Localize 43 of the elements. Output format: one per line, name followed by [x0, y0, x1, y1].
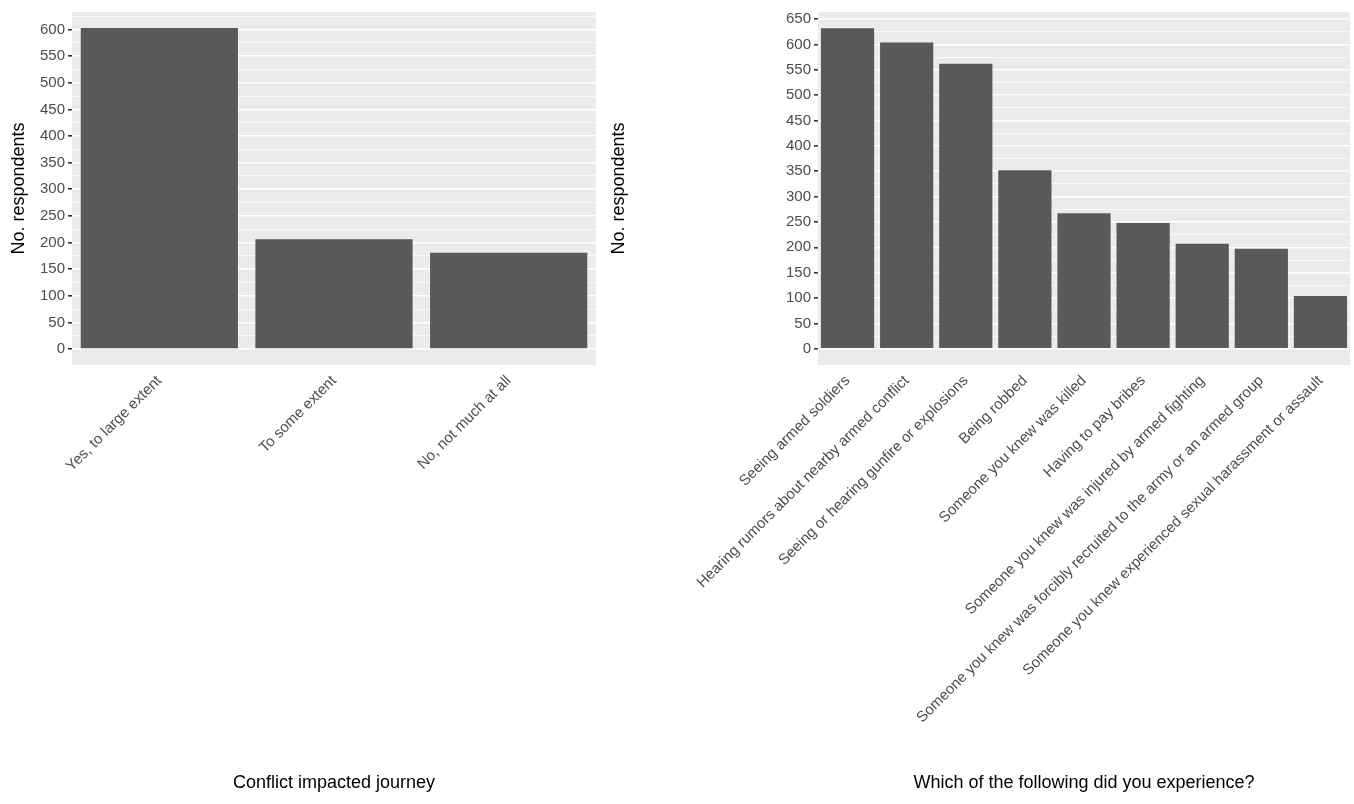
x-axis-title: Which of the following did you experience? [913, 772, 1255, 793]
bar [1175, 243, 1229, 348]
bar [1057, 213, 1111, 348]
bar [1293, 296, 1348, 348]
y-tick-label: 100 [39, 285, 65, 303]
bar [820, 28, 875, 348]
y-tick-label: 150 [785, 262, 811, 280]
bar [80, 27, 238, 349]
bar [880, 42, 934, 348]
bar [939, 63, 993, 348]
y-tick-label: 200 [39, 232, 65, 250]
y-tick-label: 600 [785, 34, 811, 52]
y-tick-label: 50 [794, 313, 811, 331]
y-tick-label: 600 [39, 19, 65, 37]
y-tick-label: 550 [785, 59, 811, 77]
y-tick-label: 300 [39, 179, 65, 197]
bar [998, 170, 1052, 348]
y-tick-label: 300 [785, 186, 811, 204]
y-tick-label: 350 [785, 161, 811, 179]
y-tick-label: 650 [785, 9, 811, 27]
y-tick-label: 400 [39, 126, 65, 144]
bar [1234, 248, 1288, 348]
y-tick-label: 250 [39, 206, 65, 224]
y-tick-label: 550 [39, 46, 65, 64]
y-tick-label: 0 [56, 339, 65, 357]
y-tick-label: 0 [802, 338, 811, 356]
y-tick-label: 200 [785, 237, 811, 255]
bar [1116, 222, 1170, 348]
y-tick-label: 450 [785, 110, 811, 128]
y-tick-label: 500 [785, 85, 811, 103]
y-tick-label: 400 [785, 136, 811, 154]
bar [430, 252, 588, 349]
y-axis-title: No. respondents [7, 122, 28, 255]
y-tick-label: 250 [785, 212, 811, 230]
x-axis-title: Conflict impacted journey [232, 772, 436, 793]
y-tick-label: 500 [39, 72, 65, 90]
y-tick-label: 450 [39, 99, 65, 117]
y-tick-label: 150 [39, 259, 65, 277]
y-axis-title: No. respondents [607, 122, 628, 255]
y-tick-label: 100 [785, 288, 811, 306]
y-tick-label: 350 [39, 152, 65, 170]
y-tick-label: 50 [48, 312, 65, 330]
bar [255, 239, 413, 349]
